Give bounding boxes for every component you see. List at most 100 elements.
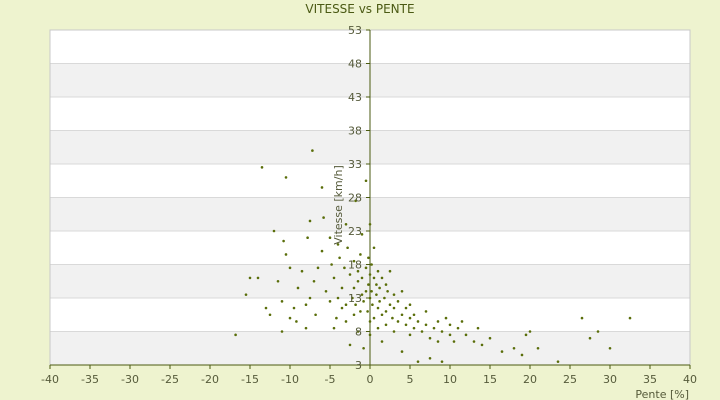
data-point xyxy=(396,300,400,303)
data-point xyxy=(356,269,360,273)
data-point xyxy=(396,320,400,323)
data-point xyxy=(348,273,352,276)
data-point xyxy=(392,293,396,296)
data-point xyxy=(276,279,280,283)
data-point xyxy=(330,263,333,266)
data-point xyxy=(351,296,354,300)
data-point xyxy=(244,293,248,296)
data-point xyxy=(368,223,372,226)
data-point xyxy=(368,333,372,337)
data-point xyxy=(272,229,276,233)
data-point xyxy=(344,303,348,307)
data-point xyxy=(408,316,412,320)
data-point xyxy=(343,266,346,270)
data-point xyxy=(295,320,298,323)
data-point xyxy=(400,290,404,293)
data-point xyxy=(364,290,368,293)
data-point xyxy=(340,286,344,290)
data-point xyxy=(428,357,432,360)
x-axis-label: Pente [%] xyxy=(635,388,689,400)
data-point xyxy=(452,340,456,343)
data-point xyxy=(375,283,378,286)
data-point xyxy=(440,360,444,363)
data-point xyxy=(380,276,384,280)
data-point xyxy=(460,320,464,323)
data-point xyxy=(476,326,480,330)
data-point xyxy=(284,253,288,256)
y-tick-label: 28 xyxy=(348,192,362,205)
data-point xyxy=(376,269,380,273)
data-point xyxy=(404,306,408,310)
data-point xyxy=(280,300,284,303)
x-tick-label: 35 xyxy=(643,373,657,386)
data-point xyxy=(288,316,292,320)
data-point xyxy=(408,333,412,337)
data-point xyxy=(344,320,348,323)
data-point xyxy=(536,346,540,350)
data-point xyxy=(366,310,369,313)
data-point xyxy=(308,296,312,300)
data-point xyxy=(360,276,364,280)
y-tick-label: 43 xyxy=(348,91,362,104)
data-point xyxy=(322,216,325,219)
data-point xyxy=(296,286,300,290)
data-point xyxy=(308,219,312,223)
x-tick-label: -5 xyxy=(325,373,336,386)
data-point xyxy=(352,286,356,290)
data-point xyxy=(488,336,492,340)
data-point xyxy=(480,343,484,347)
data-point xyxy=(372,316,376,320)
data-point xyxy=(408,303,412,307)
data-point xyxy=(608,346,612,350)
x-tick-label: 30 xyxy=(603,373,617,386)
data-point xyxy=(628,316,632,320)
data-point xyxy=(360,233,364,236)
data-point xyxy=(359,310,362,313)
data-point xyxy=(520,353,524,357)
data-point xyxy=(378,286,381,290)
data-point xyxy=(416,320,420,323)
data-point xyxy=(367,256,370,260)
data-point xyxy=(336,243,340,246)
data-point xyxy=(420,330,424,333)
data-point xyxy=(336,296,340,300)
chart-title: VITESSE vs PENTE xyxy=(305,2,415,16)
data-point xyxy=(282,239,285,243)
data-point xyxy=(432,326,436,330)
data-point xyxy=(424,310,428,313)
data-point xyxy=(348,343,352,347)
data-point xyxy=(386,290,389,293)
data-point xyxy=(316,266,320,270)
x-tick-label: 25 xyxy=(563,373,577,386)
y-tick-label: 33 xyxy=(348,158,362,171)
data-point xyxy=(436,340,440,343)
data-point xyxy=(372,246,376,250)
x-tick-label: 0 xyxy=(367,373,374,386)
data-point xyxy=(388,303,392,307)
data-point xyxy=(354,199,357,203)
data-point xyxy=(335,316,338,320)
x-tick-label: -25 xyxy=(161,373,179,386)
data-point xyxy=(384,283,388,286)
x-tick-label: 15 xyxy=(483,373,497,386)
data-point xyxy=(344,223,348,226)
data-point xyxy=(412,326,416,330)
data-point xyxy=(328,236,332,239)
data-point xyxy=(306,236,309,239)
data-point xyxy=(264,306,268,310)
data-point xyxy=(392,306,396,310)
data-point xyxy=(248,276,252,280)
y-tick-label: 53 xyxy=(348,24,362,37)
data-point xyxy=(311,149,314,152)
data-point xyxy=(362,300,365,303)
data-point xyxy=(352,259,356,263)
data-point xyxy=(524,333,528,337)
data-point xyxy=(304,303,308,307)
data-point xyxy=(388,269,392,273)
data-point xyxy=(400,313,404,317)
data-point xyxy=(448,333,452,337)
data-point xyxy=(338,256,341,260)
data-point xyxy=(380,313,384,317)
x-tick-label: 5 xyxy=(407,373,414,386)
